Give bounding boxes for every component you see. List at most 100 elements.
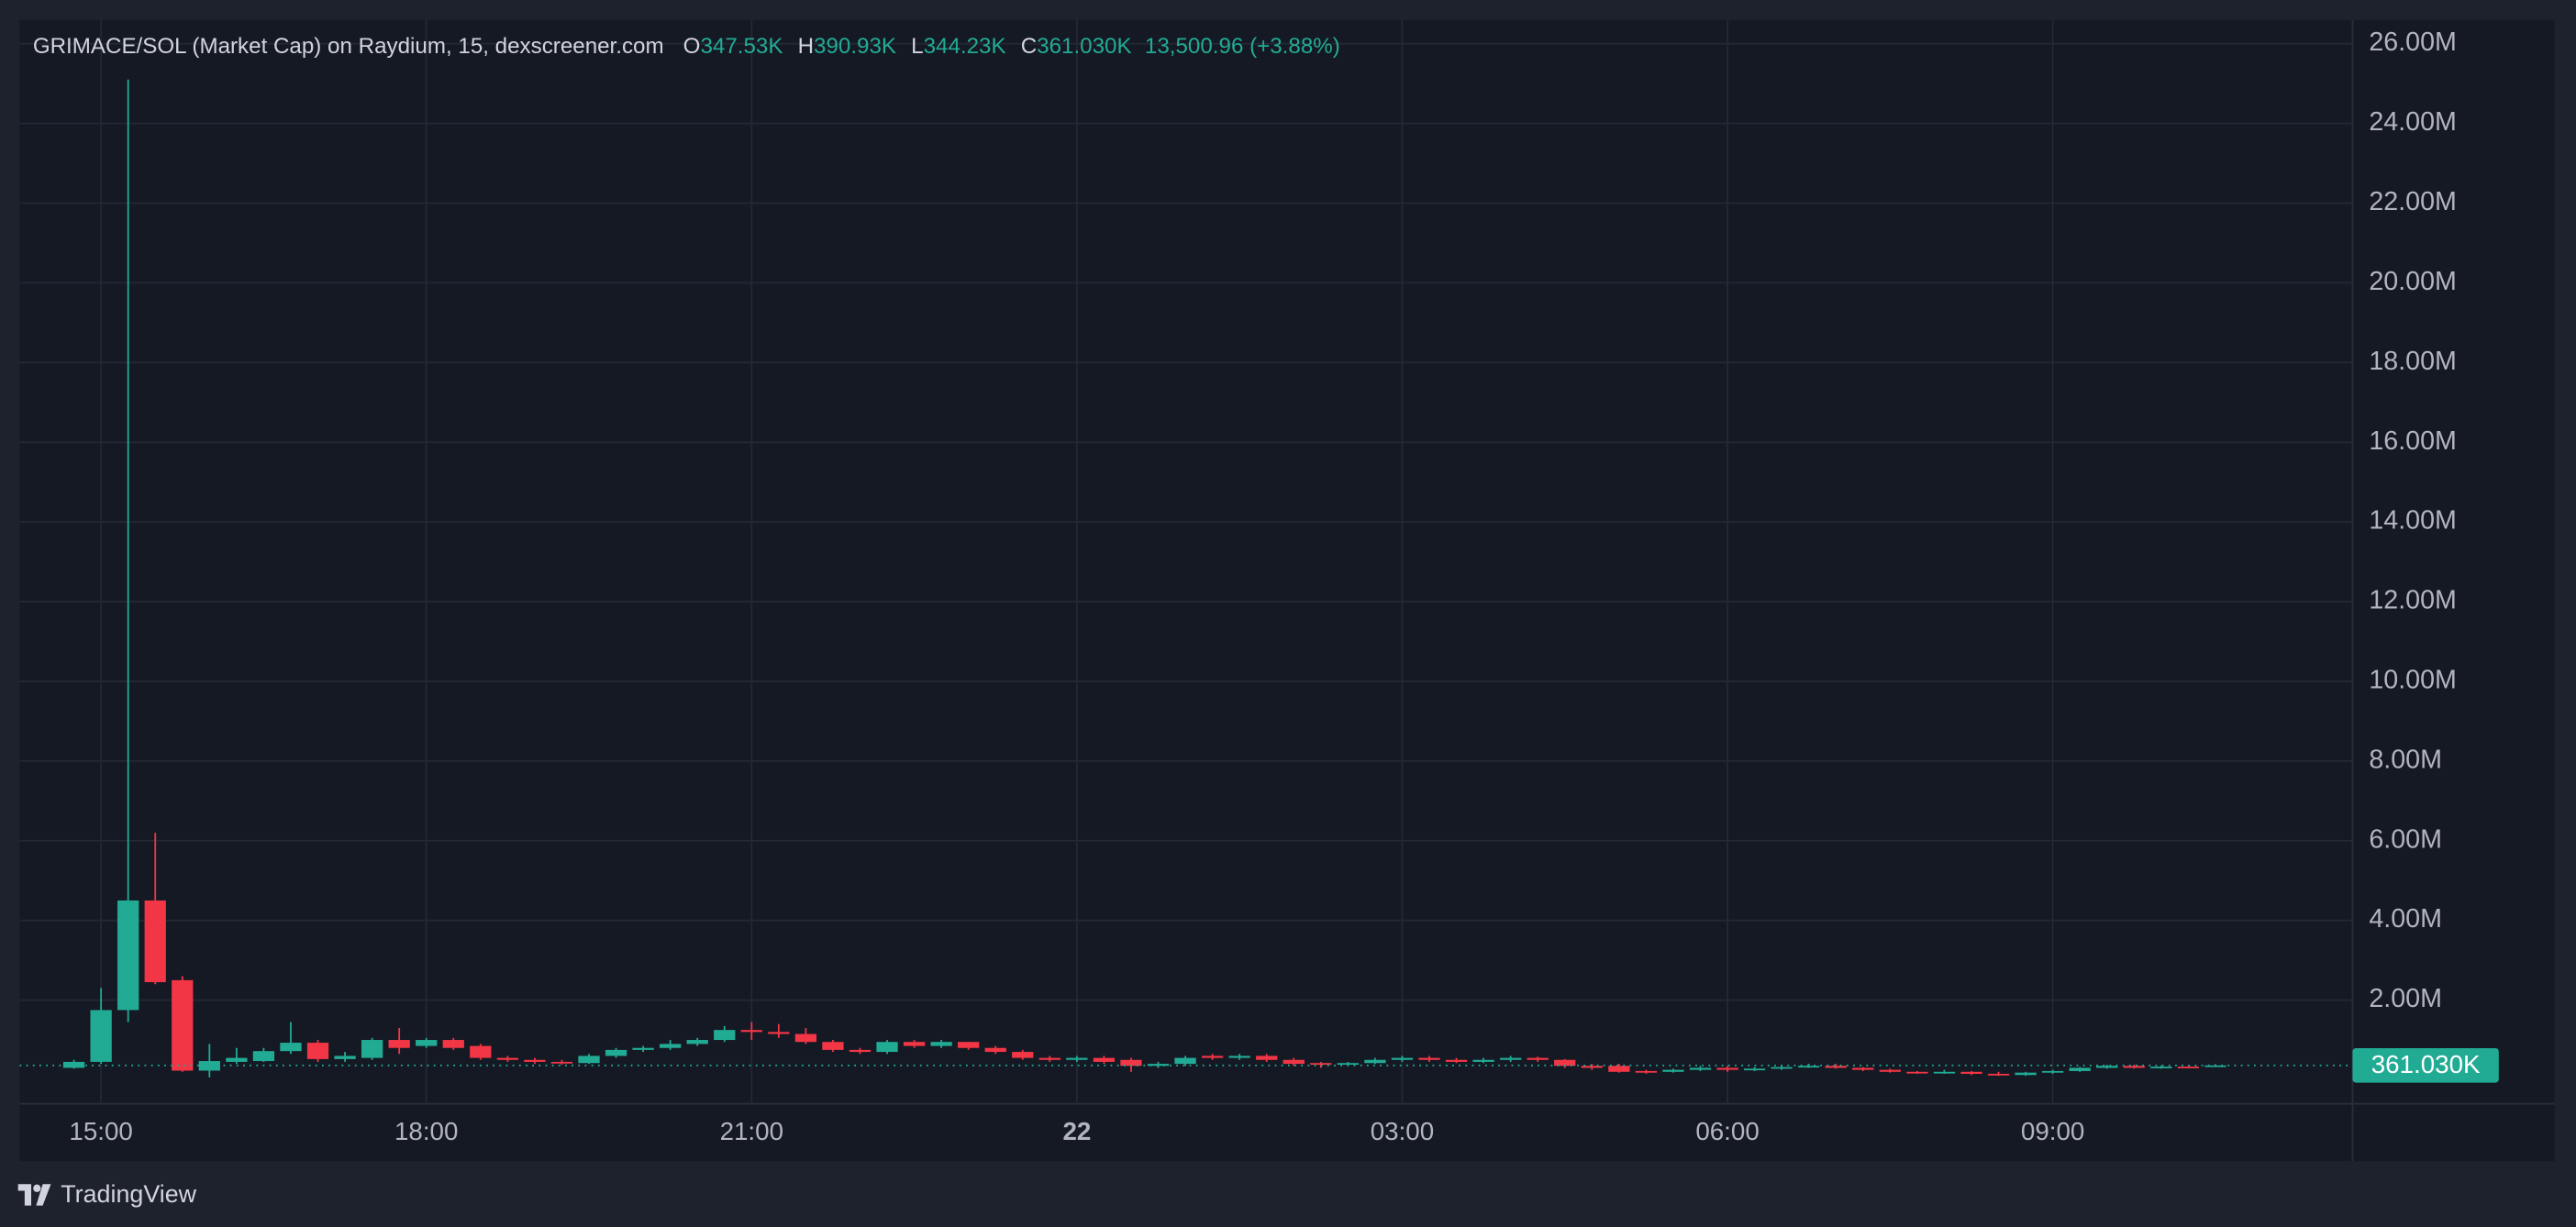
candle-body [930,1042,952,1046]
last-price-label: 361.030K [2371,1050,2481,1078]
chart-title: GRIMACE/SOL (Market Cap) on Raydium, 15,… [33,34,664,59]
candle-body [550,1061,573,1064]
grid [19,19,2353,1104]
candle-body [1798,1066,1820,1068]
candle-body [1662,1069,1684,1072]
legend-value: 347.53K [700,34,783,59]
candle-body [388,1040,410,1048]
legend-value: 361.030K [1037,34,1131,59]
chart-pane [19,19,2555,1162]
candle-body [1527,1057,1549,1060]
candle-body [1093,1057,1116,1062]
candle-body [1391,1057,1414,1060]
candle-body [1879,1069,1901,1072]
candle-body [144,900,166,983]
candle-body [714,1030,736,1041]
brand-name: TradingView [61,1180,196,1208]
legend-key: O [683,34,701,59]
candle-body [686,1040,708,1045]
candle-body [1987,1073,2010,1076]
x-tick-label: 06:00 [1695,1117,1759,1145]
x-tick-label: 18:00 [394,1117,458,1145]
candle-body [416,1040,438,1046]
x-tick-label: 09:00 [2021,1117,2084,1145]
candle-body [334,1056,356,1059]
candle-body [578,1056,600,1064]
x-tick-label: 22 [1062,1117,1091,1145]
candle-body [62,1061,85,1068]
candle-body [768,1032,790,1034]
candle-body [1933,1071,1956,1074]
candle-body [1228,1056,1250,1058]
legend-key: C [1021,34,1037,59]
axes: 2.00M 4.00M 6.00M 8.00M 10.00M 12.00M 14.00M 16… [69,28,2499,1145]
candle-body [172,979,194,1071]
candle-body [1581,1066,1603,1068]
candle-body [1716,1067,1738,1070]
legend-value: 344.23K [924,34,1006,59]
candle-body [1038,1057,1060,1060]
candle-body [2177,1067,2200,1068]
x-tick-label: 15:00 [69,1117,132,1145]
candle-body [876,1042,898,1053]
y-tick-label: 26.00M [2369,28,2457,57]
candle-body [1771,1067,1793,1069]
candle-body [1310,1063,1332,1066]
candle-body [1960,1071,1982,1074]
candle-body [226,1057,248,1062]
y-tick-label: 22.00M [2369,187,2457,216]
candle-body [252,1051,275,1062]
candle-body [2096,1066,2118,1068]
candle-body [280,1043,302,1052]
candle-body [2015,1072,2037,1076]
candle-body [605,1049,627,1056]
chart-header: GRIMACE/SOL (Market Cap) on Raydium, 15,… [33,34,1340,59]
candle-body [90,1010,112,1062]
y-tick-label: 4.00M [2369,904,2442,934]
y-tick-label: 2.00M [2369,984,2442,1013]
candle-body [2123,1066,2145,1068]
x-tick-label: 03:00 [1371,1117,1434,1145]
y-tick-label: 14.00M [2369,506,2457,536]
candle-body [524,1059,546,1062]
candle-body [632,1047,654,1050]
y-tick-label: 20.00M [2369,267,2457,296]
candle-body [1120,1059,1142,1067]
legend-key: L [911,34,923,59]
candle-body [1337,1063,1360,1066]
candle-body [1445,1059,1468,1062]
candle-body [442,1040,464,1048]
y-tick-label: 10.00M [2369,666,2457,695]
candle-body [1256,1056,1278,1060]
candle-body [1201,1056,1224,1058]
candle-body [1635,1070,1658,1073]
candle-body [1364,1059,1386,1064]
candle-body [2069,1067,2091,1071]
logo-shape [33,1184,41,1192]
candle-body [1852,1067,1874,1070]
candle-body [1500,1057,1522,1060]
candle-body [1147,1064,1170,1067]
candle-body [903,1042,926,1046]
candle-body [740,1030,762,1033]
candle-body [1608,1066,1630,1072]
y-tick-label: 6.00M [2369,824,2442,854]
candle-body [361,1040,383,1058]
candle-body [1825,1066,1847,1068]
legend-key: H [798,34,814,59]
x-tick-label: 21:00 [720,1117,783,1145]
candle-body [2041,1070,2064,1073]
candle-body [470,1045,492,1058]
candle-body [1418,1057,1440,1060]
y-tick-label: 24.00M [2369,107,2457,137]
candle-body [1282,1059,1305,1065]
y-tick-label: 12.00M [2369,586,2457,615]
candle-body [2150,1067,2172,1068]
candle-body [1472,1059,1494,1062]
candle-body [1689,1067,1712,1070]
candle-body [306,1043,329,1059]
last-price-badge [2352,1047,2499,1083]
candles [19,79,2353,1078]
candle-body [849,1049,872,1053]
